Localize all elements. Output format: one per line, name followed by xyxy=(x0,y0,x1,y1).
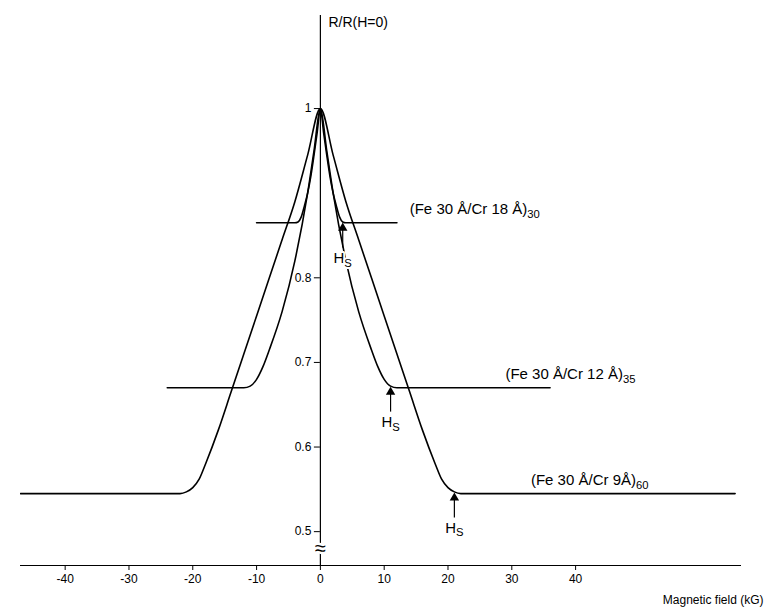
svg-text:30: 30 xyxy=(505,572,519,586)
svg-text:R/R(H=0): R/R(H=0) xyxy=(328,14,388,30)
svg-text:20: 20 xyxy=(441,572,455,586)
svg-text:40: 40 xyxy=(569,572,583,586)
svg-text:0.6: 0.6 xyxy=(295,440,312,454)
svg-text:(Fe 30 Å/Cr 9Å)60: (Fe 30 Å/Cr 9Å)60 xyxy=(531,471,649,491)
svg-text:1: 1 xyxy=(305,101,312,115)
svg-text:(Fe 30 Å/Cr 12 Å)35: (Fe 30 Å/Cr 12 Å)35 xyxy=(505,365,635,385)
svg-text:-30: -30 xyxy=(120,572,138,586)
svg-text:10: 10 xyxy=(378,572,392,586)
svg-text:HS: HS xyxy=(334,249,352,269)
svg-text:-10: -10 xyxy=(248,572,266,586)
svg-text:-20: -20 xyxy=(184,572,202,586)
svg-text:Magnetic field (kG): Magnetic field (kG) xyxy=(663,593,764,607)
svg-text:-40: -40 xyxy=(56,572,74,586)
svg-text:HS: HS xyxy=(445,519,463,539)
svg-text:0: 0 xyxy=(317,572,324,586)
svg-text:0.7: 0.7 xyxy=(295,355,312,369)
svg-text:≈: ≈ xyxy=(315,537,326,559)
svg-text:HS: HS xyxy=(381,413,399,433)
svg-text:0.8: 0.8 xyxy=(295,271,312,285)
svg-text:0.5: 0.5 xyxy=(295,524,312,538)
svg-text:(Fe 30 Å/Cr 18 Å)30: (Fe 30 Å/Cr 18 Å)30 xyxy=(410,200,540,220)
